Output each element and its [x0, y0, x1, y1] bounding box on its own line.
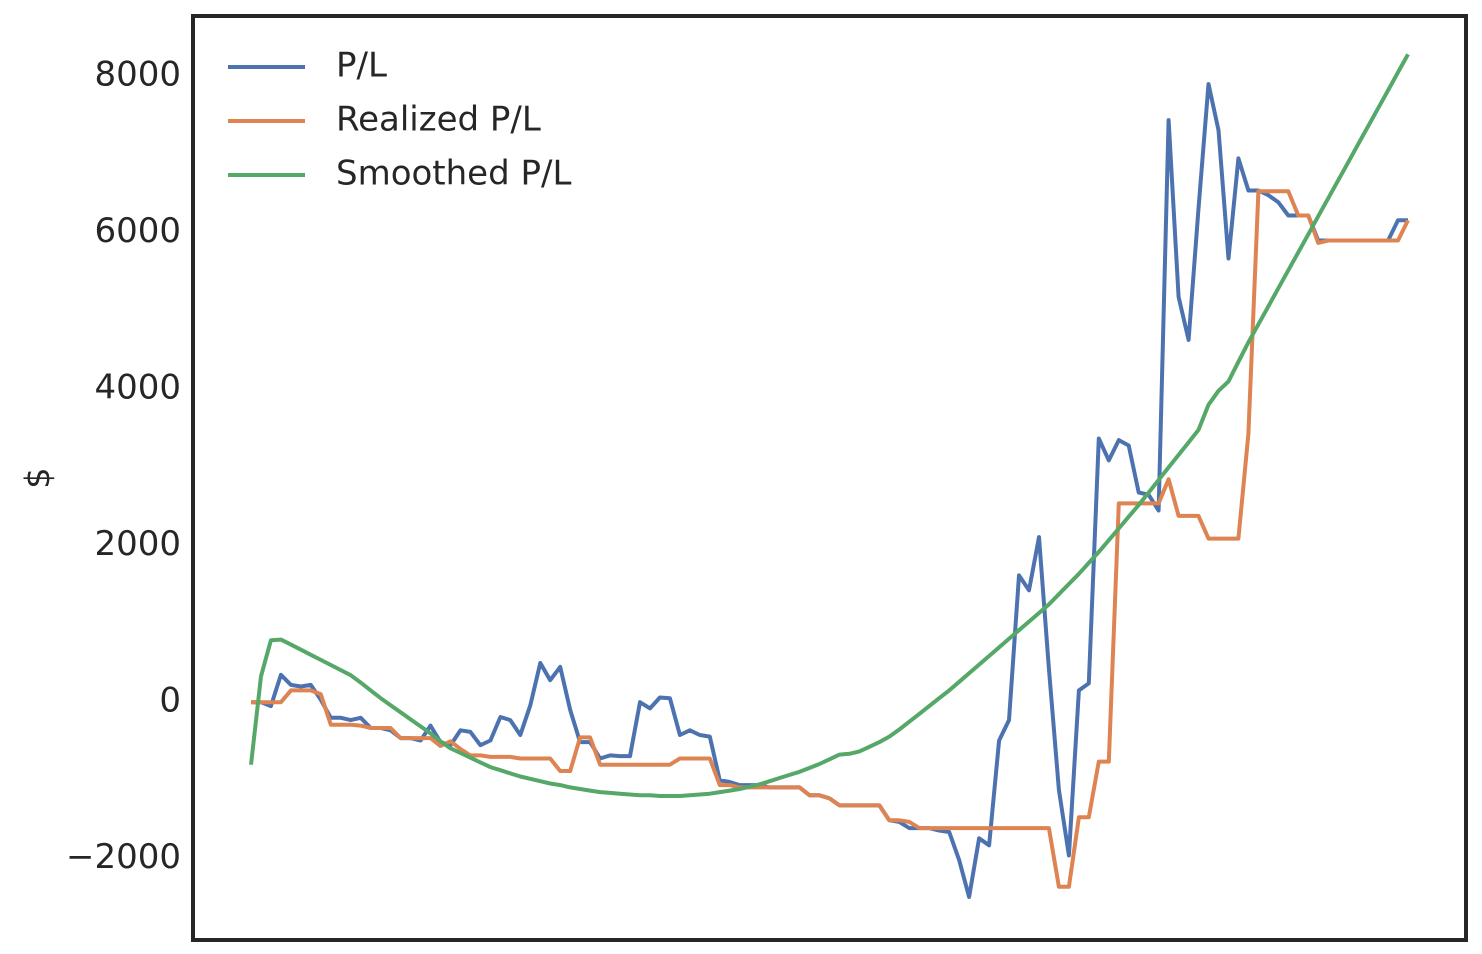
y-axis-label: $ [19, 467, 59, 489]
line-series [249, 53, 1410, 798]
y-tick-label: 0 [159, 681, 181, 721]
legend-label: Smoothed P/L [336, 154, 571, 194]
y-tick-label: −2000 [66, 837, 181, 877]
legend-label: P/L [336, 46, 387, 86]
y-tick-label: 8000 [94, 55, 181, 95]
y-tick-label: 4000 [94, 368, 181, 408]
line-series [251, 82, 1408, 899]
line-series [251, 189, 1410, 889]
y-tick-label: 2000 [94, 524, 181, 564]
plot-frame [191, 14, 1468, 942]
y-tick-label: 6000 [94, 211, 181, 251]
legend-label: Realized P/L [336, 100, 541, 140]
